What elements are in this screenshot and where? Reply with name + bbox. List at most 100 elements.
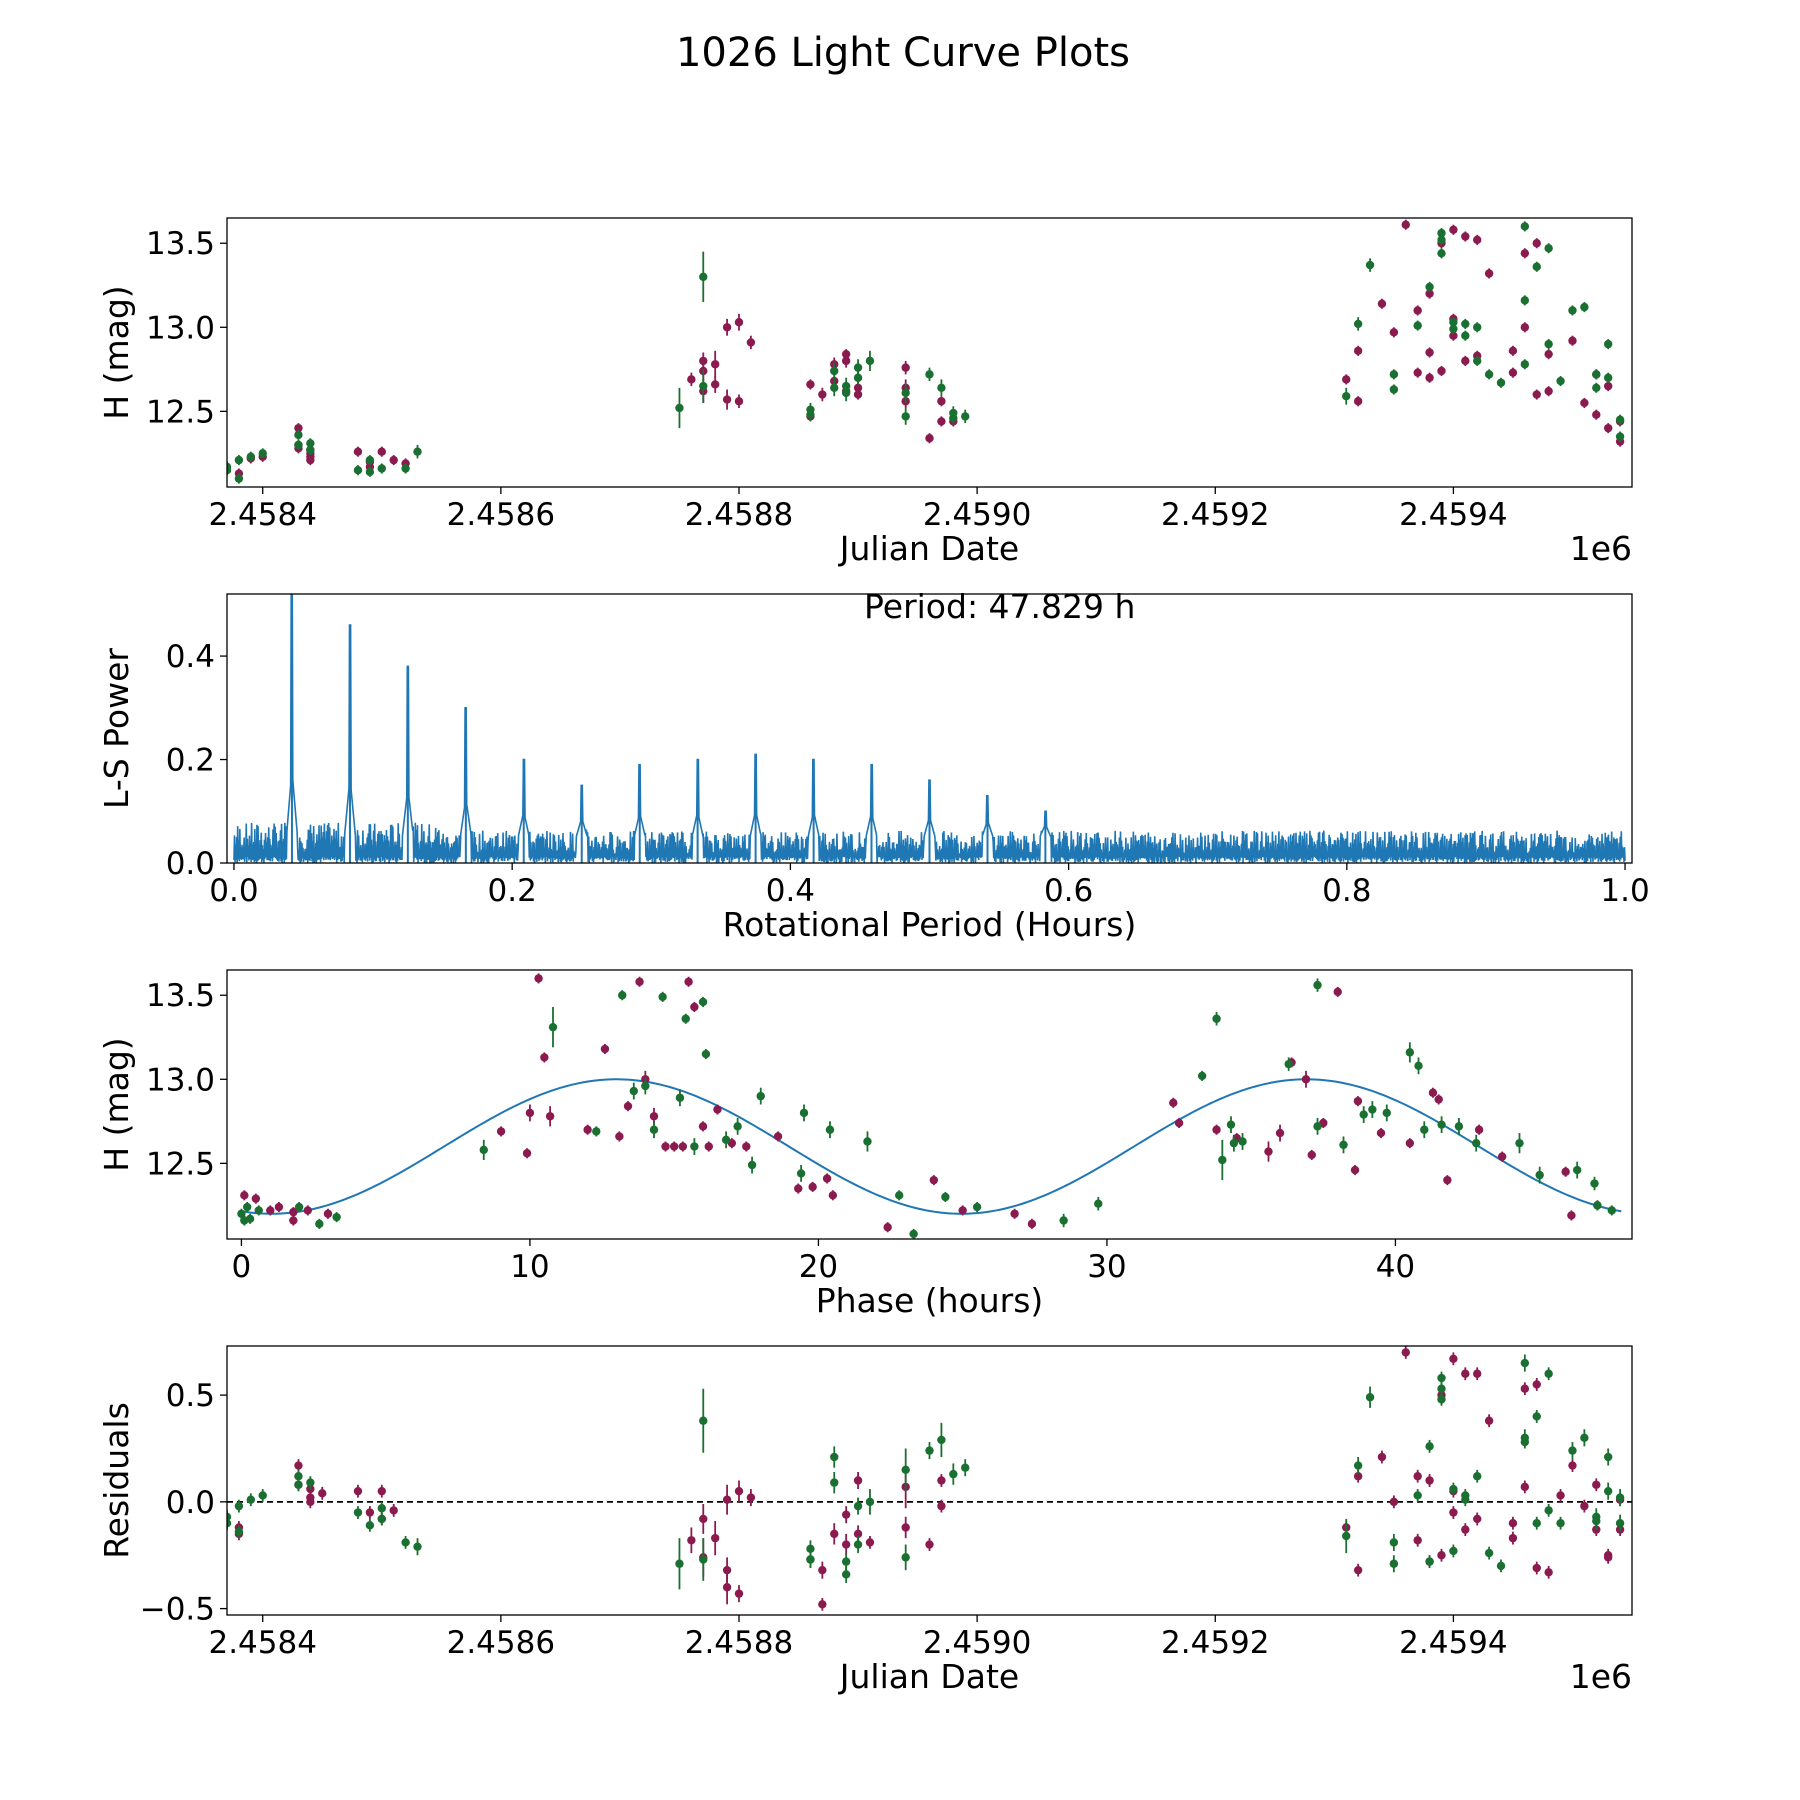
lightcurve-xtick-label: 2.4592 — [1161, 497, 1269, 533]
residuals-data-point — [830, 1478, 839, 1487]
residuals-data-point — [1449, 1354, 1458, 1364]
lightcurve-data-point — [722, 395, 732, 404]
phased-data-point — [825, 1125, 835, 1134]
lightcurve-data-point — [806, 380, 815, 389]
phased-data-point — [1307, 1150, 1316, 1160]
residuals-data-point — [377, 1486, 386, 1496]
lightcurve-data-point — [1401, 220, 1410, 229]
phased-data-point — [1027, 1219, 1037, 1229]
residuals-data-point — [1496, 1561, 1506, 1571]
lightcurve-data-point — [1425, 282, 1434, 292]
residuals-data-point — [1592, 1525, 1601, 1534]
residuals-data-point — [306, 1484, 315, 1494]
residuals-data-point — [865, 1497, 875, 1507]
residuals-data-point — [294, 1472, 303, 1481]
lightcurve-data-point — [1449, 225, 1458, 234]
phased-data-point — [1368, 1105, 1377, 1114]
phased-data-point — [678, 1142, 688, 1151]
phased-data-point — [822, 1174, 832, 1183]
lightcurve-ylabel: H (mag) — [97, 285, 136, 419]
lightcurve-data-point — [1342, 375, 1351, 384]
phased-data-point — [618, 991, 627, 1000]
lightcurve-data-point — [1520, 296, 1530, 305]
phased-data-point — [1197, 1071, 1207, 1081]
residuals-data-point — [1508, 1518, 1518, 1528]
phased-data-point — [972, 1202, 982, 1212]
residuals-data-point — [1342, 1531, 1351, 1541]
phased-data-point — [289, 1216, 298, 1225]
phased-data-point — [929, 1175, 939, 1185]
phased-plot-area — [237, 973, 1622, 1239]
lightcurve-data-point — [1437, 249, 1446, 258]
lightcurve-data-point — [818, 390, 827, 399]
phased-data-point — [545, 1112, 555, 1121]
phased-data-point — [681, 1014, 690, 1023]
residuals-data-point — [853, 1529, 863, 1539]
lightcurve-data-point — [1437, 235, 1446, 245]
phased-data-point — [251, 1194, 261, 1203]
lightcurve-data-point — [1568, 306, 1577, 315]
phased-data-point — [796, 1169, 806, 1178]
lightcurve-data-point — [853, 383, 863, 393]
lightcurve-data-point — [1544, 244, 1553, 253]
lightcurve-data-point — [1532, 262, 1541, 271]
residuals-data-point — [1556, 1491, 1565, 1500]
periodogram-frame — [226, 593, 1633, 864]
lightcurve-data-point — [830, 383, 839, 393]
phased-data-point — [303, 1206, 312, 1215]
residuals-data-point — [353, 1508, 363, 1517]
residuals-data-point — [294, 1480, 303, 1489]
phased-data-point — [909, 1229, 918, 1239]
lightcurve-data-point — [1615, 415, 1625, 424]
residuals-offset-label: 1e6 — [1570, 1657, 1632, 1696]
lightcurve-data-point — [853, 390, 863, 399]
phased-data-point — [592, 1127, 601, 1136]
phased-data-point — [242, 1202, 252, 1212]
phased-data-point — [479, 1145, 488, 1155]
phased-frame — [226, 969, 1633, 1240]
lightcurve-data-point — [1520, 323, 1530, 332]
phased-data-point — [698, 997, 708, 1007]
residuals-data-point — [901, 1523, 910, 1532]
residuals-data-point — [925, 1446, 934, 1455]
phased-data-point — [1313, 980, 1322, 990]
residuals-ytick-label: −0.5 — [140, 1592, 215, 1628]
residuals-data-point — [1532, 1563, 1541, 1573]
phased-data-point — [863, 1137, 872, 1146]
lightcurve-data-point — [1603, 373, 1613, 382]
phased-data-point — [1590, 1179, 1599, 1188]
phased-data-point — [240, 1191, 249, 1200]
residuals-data-point — [1556, 1518, 1565, 1528]
lightcurve-frame — [226, 217, 1633, 488]
residuals-data-point — [1473, 1514, 1482, 1524]
residuals-data-point — [1389, 1559, 1399, 1568]
residuals-data-point — [1532, 1518, 1541, 1528]
lightcurve-offset-label: 1e6 — [1570, 529, 1632, 568]
residuals-data-point — [1437, 1551, 1446, 1560]
residuals-ytick-label: 0.5 — [166, 1378, 215, 1414]
residuals-data-point — [1532, 1380, 1541, 1389]
residuals-data-point — [734, 1589, 744, 1598]
residuals-data-point — [1365, 1393, 1375, 1402]
phased-data-point — [675, 1093, 685, 1102]
residuals-data-point — [961, 1463, 970, 1472]
phased-data-point — [1472, 1138, 1481, 1148]
lightcurve-data-point — [937, 383, 946, 393]
periodogram-xtick-label: 0.6 — [1044, 873, 1093, 909]
lightcurve-data-point — [1353, 346, 1363, 356]
residuals-xtick-label: 2.4586 — [447, 1625, 555, 1661]
phased-data-point — [1313, 1122, 1322, 1131]
lightcurve-ytick-label: 13.0 — [146, 310, 215, 346]
phased-data-point — [1535, 1170, 1544, 1180]
lightcurve-data-point — [1520, 360, 1530, 369]
phased-data-point — [522, 1149, 532, 1158]
phased-data-point — [1414, 1061, 1423, 1071]
residuals-data-point — [722, 1565, 732, 1575]
residuals-data-point — [1425, 1476, 1434, 1485]
lightcurve-data-point — [246, 452, 256, 461]
phased-data-point — [540, 1053, 549, 1062]
residuals-data-point — [1425, 1442, 1434, 1451]
lightcurve-data-point — [353, 465, 363, 475]
lightcurve-data-point — [294, 430, 303, 440]
figure-title: 1026 Light Curve Plots — [676, 30, 1130, 76]
